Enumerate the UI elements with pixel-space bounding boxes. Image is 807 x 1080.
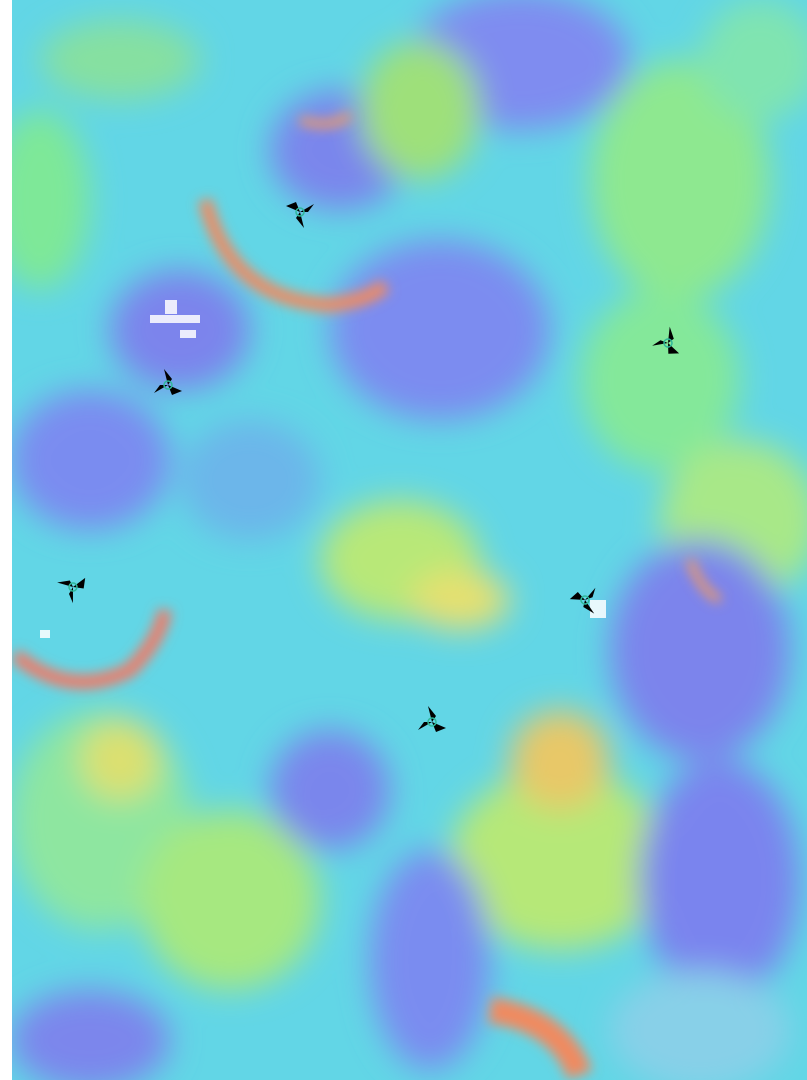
page (0, 0, 807, 1080)
field-map (0, 0, 807, 1080)
heatmap (0, 0, 807, 1080)
